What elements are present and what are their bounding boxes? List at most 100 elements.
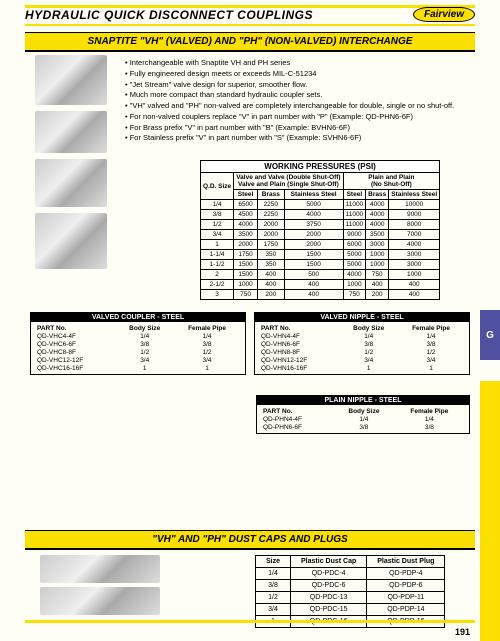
cell: 2250 [257, 210, 284, 220]
table-row: 1200017502000600030004000 [201, 240, 440, 250]
cell: 400 [257, 280, 284, 290]
col-plug: Plastic Dust Plug [367, 556, 445, 568]
cell: 1 [116, 364, 173, 372]
cell: 1 [201, 240, 234, 250]
cell: 1 [340, 364, 397, 372]
table-row: QD-VHC4-4F1/41/4 [35, 332, 241, 340]
col-cap: Plastic Dust Cap [291, 556, 367, 568]
nipple-image-2 [35, 159, 107, 207]
bullet: • "VH" valved and "PH" non-valved are co… [125, 101, 470, 111]
table-row: 1-1/417503501500500010003000 [201, 250, 440, 260]
cell: 3000 [389, 250, 440, 260]
cell: 2 [201, 270, 234, 280]
wp-col: Brass [257, 190, 284, 200]
dust-photos [40, 555, 160, 619]
cell: 1/2 [397, 348, 465, 356]
page-title: HYDRAULIC QUICK DISCONNECT COUPLINGS [25, 8, 313, 22]
cell: 1/4 [334, 415, 394, 423]
table-row: QD-VHC8-8F1/21/2 [35, 348, 241, 356]
cell: QD-PDP-14 [367, 604, 445, 616]
bullet: • Fully engineered design meets or excee… [125, 69, 470, 79]
col-pipe: Female Pipe [397, 324, 465, 332]
cell: 3000 [389, 260, 440, 270]
cell: QD-PDC-4 [291, 568, 367, 580]
cell: QD-PHN4-4F [261, 415, 334, 423]
cell: 5000 [284, 200, 343, 210]
table-title: VALVED COUPLER - STEEL [31, 313, 245, 322]
cell: 11000 [343, 220, 366, 230]
cell: 1/2 [173, 348, 241, 356]
cell: 1500 [284, 250, 343, 260]
cell: 1/4 [256, 568, 291, 580]
cell: 3/8 [334, 423, 394, 431]
wp-col: Steel [234, 190, 258, 200]
side-stripe [480, 381, 500, 641]
cell: 750 [234, 290, 258, 300]
cell: 4000 [343, 270, 366, 280]
cell: 4000 [234, 220, 258, 230]
cell: 1/2 [201, 220, 234, 230]
mid-tables: VALVED COUPLER - STEEL PART No.Body Size… [30, 312, 470, 375]
table-row: QD-PHN4-4F1/41/4 [261, 415, 465, 423]
cell: 3/4 [116, 356, 173, 364]
cell: 1000 [366, 260, 389, 270]
wp-col: Stainless Steel [389, 190, 440, 200]
table-row: 3/4350020002000900035007000 [201, 230, 440, 240]
product-photos [35, 55, 110, 275]
cell: 8000 [389, 220, 440, 230]
col-part: PART No. [261, 407, 334, 415]
cell: 11000 [343, 200, 366, 210]
cell: 3 [201, 290, 234, 300]
cell: QD-VHC6-6F [35, 340, 116, 348]
cell: 4000 [389, 240, 440, 250]
valved-nipple-steel: VALVED NIPPLE - STEEL PART No.Body SizeF… [254, 312, 470, 375]
rule-bottom [25, 620, 475, 623]
cell: 1000 [343, 280, 366, 290]
page-number: 191 [455, 627, 470, 637]
section-title-1: SNAPTITE "VH" (VALVED) AND "PH" (NON-VAL… [25, 32, 475, 52]
cell: 1-1/2 [201, 260, 234, 270]
wp-grp2: Plain and Plain(No Shut-Off) [343, 173, 440, 190]
cell: 3/4 [397, 356, 465, 364]
table-row: QD-VHN8-8F1/21/2 [259, 348, 465, 356]
cell: QD-VHN6-6F [259, 340, 340, 348]
col-body: Body Size [340, 324, 397, 332]
wp-col: Brass [366, 190, 389, 200]
cell: 400 [389, 290, 440, 300]
col-part: PART No. [259, 324, 340, 332]
cell: 3/8 [256, 580, 291, 592]
table-row: 1/24000200037501100040008000 [201, 220, 440, 230]
cell: 3/8 [173, 340, 241, 348]
cell: 1/2 [256, 592, 291, 604]
table-row: QD-VHN4-4F1/41/4 [259, 332, 465, 340]
page: HYDRAULIC QUICK DISCONNECT COUPLINGS Fai… [0, 0, 500, 641]
cell: QD-VHN16-16F [259, 364, 340, 372]
valved-coupler-steel: VALVED COUPLER - STEEL PART No.Body Size… [30, 312, 246, 375]
cell: 1/4 [173, 332, 241, 340]
cell: QD-PHN6-6F [261, 423, 334, 431]
cell: QD-PDC-6 [291, 580, 367, 592]
cell: 1/4 [116, 332, 173, 340]
col-part: PART No. [35, 324, 116, 332]
cell: 3000 [366, 240, 389, 250]
cell: 1750 [257, 240, 284, 250]
cell: 5000 [343, 250, 366, 260]
logo-fairview: Fairview [413, 7, 475, 22]
cell: QD-VHC4-4F [35, 332, 116, 340]
cell: 400 [257, 270, 284, 280]
cell: 3/4 [256, 604, 291, 616]
cell: 1/2 [116, 348, 173, 356]
cell: 400 [366, 280, 389, 290]
cell: 3/8 [397, 340, 465, 348]
cell: QD-VHC12-12F [35, 356, 116, 364]
cell: 4500 [234, 210, 258, 220]
cell: 6500 [234, 200, 258, 210]
cell: 2000 [257, 220, 284, 230]
cell: 400 [389, 280, 440, 290]
table-row: 1/4QD-PDC-4QD-PDP-4 [256, 568, 445, 580]
cell: 400 [284, 290, 343, 300]
cell: 200 [257, 290, 284, 300]
dust-caps-table: SizePlastic Dust CapPlastic Dust Plug 1/… [255, 555, 445, 628]
cell: 2000 [234, 240, 258, 250]
cell: 750 [343, 290, 366, 300]
